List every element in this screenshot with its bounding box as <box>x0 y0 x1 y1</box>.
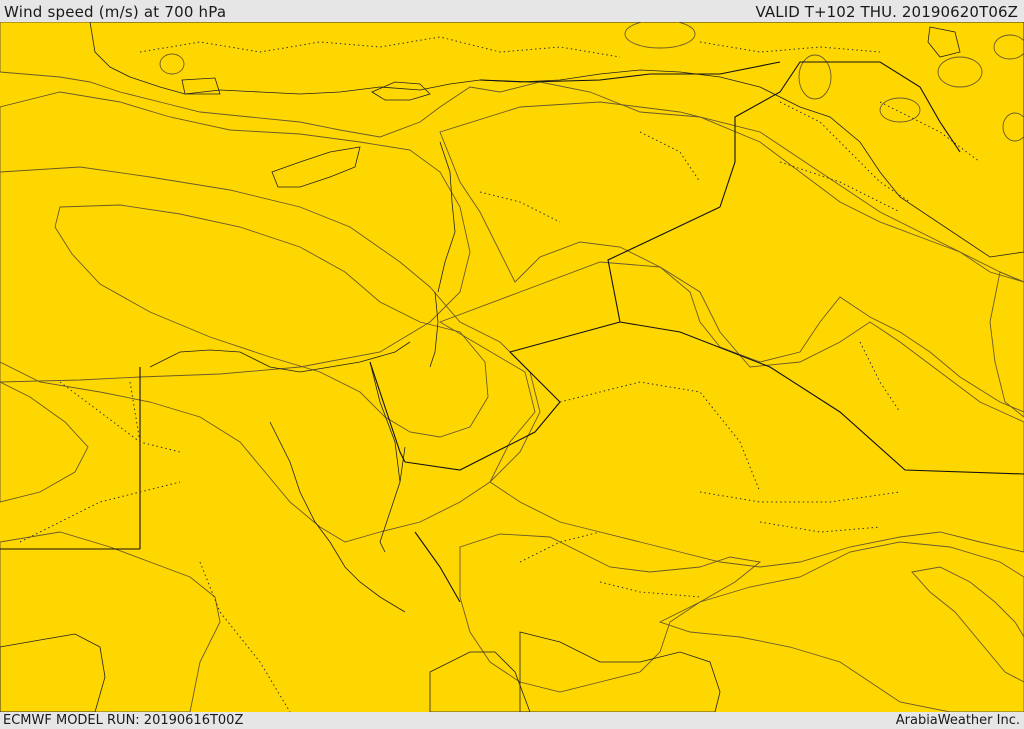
credit-text: ArabiaWeather Inc. <box>895 713 1020 728</box>
band-mid-base <box>0 22 1024 712</box>
admin-borders-turkey <box>139 36 981 163</box>
border-turkey-syria <box>479 61 781 83</box>
sea-white-northwest <box>181 77 221 95</box>
land-outside-south <box>519 631 721 712</box>
band-strong-mediterranean <box>0 166 541 543</box>
admin-borders-iraq <box>479 101 911 223</box>
border-iraq-syria <box>719 61 961 208</box>
border-red-sea-south <box>414 531 461 603</box>
admin-borders-saudi <box>519 341 901 598</box>
border-saudi-iraq <box>619 321 1024 475</box>
blob-light-1 <box>159 53 185 75</box>
band-max-southeast <box>911 566 1024 683</box>
river-jordan <box>429 291 439 368</box>
valid-time: VALID T+102 THU. 20190620T06Z <box>755 3 1018 21</box>
band-max-mediterranean <box>54 204 489 438</box>
band-light-east <box>439 101 1024 413</box>
band-strong-west <box>0 381 89 503</box>
band-mid-mediterranean <box>0 91 471 383</box>
band-strong-arabia <box>438 261 1024 568</box>
coastline-sinai <box>369 361 401 483</box>
coastline-egypt <box>149 341 411 373</box>
coastline-aqaba <box>379 446 406 553</box>
blob-light-7 <box>624 22 696 49</box>
band-light-north <box>0 22 1024 283</box>
map-title: Wind speed (m/s) at 700 hPa <box>4 3 227 21</box>
blob-light-4 <box>993 34 1024 60</box>
header-bar: Wind speed (m/s) at 700 hPa VALID T+102 … <box>0 0 1024 22</box>
weather-map[interactable] <box>0 22 1024 712</box>
band-light-east-blob <box>989 271 1024 418</box>
land-outside-southwest <box>0 633 106 712</box>
blob-light-5 <box>879 97 921 123</box>
border-israel <box>369 361 406 463</box>
coastline-red-sea <box>269 421 406 613</box>
sea-white-south <box>429 651 531 712</box>
model-run: ECMWF MODEL RUN: 20190616T00Z <box>3 713 244 728</box>
blob-light-2 <box>798 54 832 100</box>
sea-white-north <box>371 81 431 101</box>
land-outside-north <box>89 22 1024 258</box>
blob-light-6 <box>1002 112 1024 142</box>
border-saudi-jordan <box>404 206 721 471</box>
coastline-levant <box>437 141 456 293</box>
map-canvas <box>0 22 1024 712</box>
footer-bar: ECMWF MODEL RUN: 20190616T00Z ArabiaWeat… <box>0 712 1024 729</box>
island-cyprus <box>271 146 361 188</box>
band-strong-southeast <box>658 541 1024 712</box>
sea-white-northeast <box>927 26 961 58</box>
blob-light-3 <box>937 56 983 88</box>
band-light-south <box>0 531 221 712</box>
